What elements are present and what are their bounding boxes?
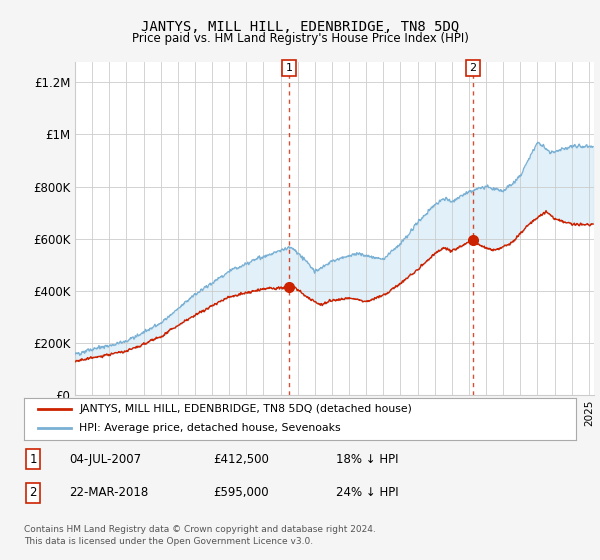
- Text: 1: 1: [286, 63, 293, 73]
- Text: Price paid vs. HM Land Registry's House Price Index (HPI): Price paid vs. HM Land Registry's House …: [131, 32, 469, 45]
- Text: 2: 2: [469, 63, 476, 73]
- Text: HPI: Average price, detached house, Sevenoaks: HPI: Average price, detached house, Seve…: [79, 423, 341, 433]
- Text: 24% ↓ HPI: 24% ↓ HPI: [336, 486, 398, 500]
- Text: 04-JUL-2007: 04-JUL-2007: [69, 452, 141, 466]
- Text: 22-MAR-2018: 22-MAR-2018: [69, 486, 148, 500]
- Text: 1: 1: [29, 452, 37, 466]
- Text: £595,000: £595,000: [213, 486, 269, 500]
- Text: JANTYS, MILL HILL, EDENBRIDGE, TN8 5DQ: JANTYS, MILL HILL, EDENBRIDGE, TN8 5DQ: [141, 20, 459, 34]
- Text: Contains HM Land Registry data © Crown copyright and database right 2024.
This d: Contains HM Land Registry data © Crown c…: [24, 525, 376, 546]
- Text: JANTYS, MILL HILL, EDENBRIDGE, TN8 5DQ (detached house): JANTYS, MILL HILL, EDENBRIDGE, TN8 5DQ (…: [79, 404, 412, 414]
- Text: 18% ↓ HPI: 18% ↓ HPI: [336, 452, 398, 466]
- Text: 2: 2: [29, 486, 37, 500]
- Text: £412,500: £412,500: [213, 452, 269, 466]
